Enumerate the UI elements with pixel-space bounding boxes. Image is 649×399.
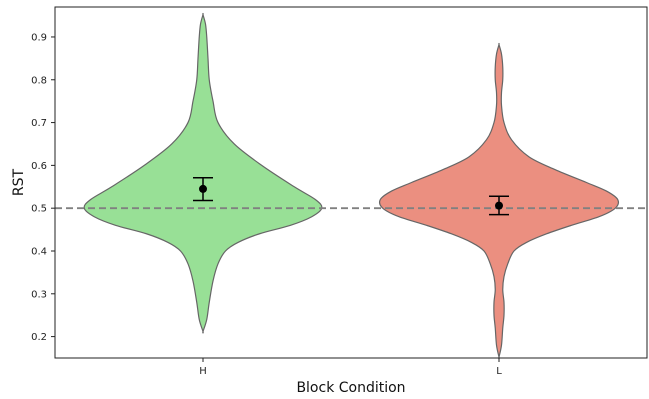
y-tick-label-0.4: 0.4 [31,246,47,257]
y-tick-label-0.9: 0.9 [31,32,47,43]
y-tick-label-0.3: 0.3 [31,289,47,300]
violin-H [83,12,323,334]
y-tick-label-0.2: 0.2 [31,332,47,343]
mean-markers-layer [193,177,509,216]
mean-point-L [495,201,503,210]
x-tick-label-L: L [496,366,502,377]
x-axis-title: Block Condition [296,380,405,396]
y-axis: 0.2 0.3 0.4 0.5 0.6 0.7 0.8 0.9 [31,32,55,343]
y-tick-label-0.7: 0.7 [31,118,47,129]
mean-point-H [199,184,207,193]
plot-frame [54,6,648,359]
x-tick-label-H: H [199,366,207,377]
violins-layer [83,12,620,360]
y-axis-title: RST [11,168,27,196]
y-tick-label-0.6: 0.6 [31,161,47,172]
y-tick-label-0.8: 0.8 [31,75,47,86]
y-tick-label-0.5: 0.5 [31,204,47,215]
